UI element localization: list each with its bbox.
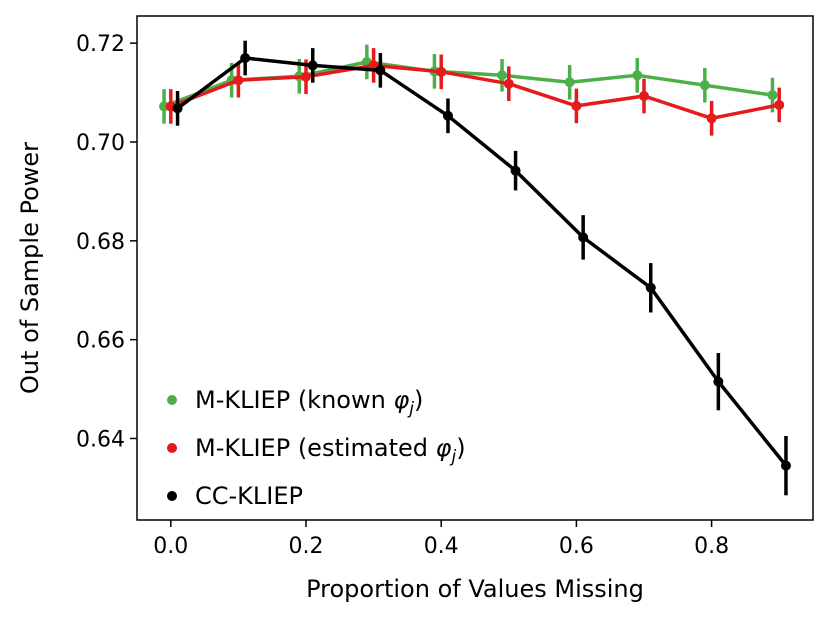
y-tick-label: 0.68 <box>76 230 125 255</box>
data-point <box>578 232 589 243</box>
legend-item-1: M-KLIEP (estimated φj) <box>167 434 466 467</box>
legend-item-0: M-KLIEP (known φj) <box>167 386 423 419</box>
data-point <box>240 53 251 63</box>
legend-marker <box>167 443 177 453</box>
data-point <box>375 65 386 76</box>
legend: M-KLIEP (known φj)M-KLIEP (estimated φj)… <box>167 386 466 510</box>
data-point <box>767 90 778 101</box>
data-point <box>510 165 521 176</box>
y-axis: 0.64 0.66 0.68 0.70 0.72 <box>76 32 137 452</box>
legend-marker <box>167 491 177 501</box>
data-point <box>780 460 791 471</box>
data-point <box>632 70 643 81</box>
x-axis-label: Proportion of Values Missing <box>306 575 644 603</box>
data-point <box>706 113 717 124</box>
data-point <box>442 110 453 121</box>
x-tick-label: 0.4 <box>424 534 459 559</box>
plot-frame <box>136 15 814 521</box>
y-axis-label: Out of Sample Power <box>16 142 44 394</box>
legend-label-symbol: φ <box>436 434 452 462</box>
data-point <box>307 60 318 71</box>
series-layer <box>159 40 791 496</box>
data-point <box>497 70 508 81</box>
y-tick-label: 0.66 <box>76 329 125 354</box>
data-point <box>645 282 656 293</box>
data-point <box>571 100 582 111</box>
x-tick-label: 0.0 <box>153 534 188 559</box>
legend-label-main: M-KLIEP (estimated <box>195 434 436 462</box>
data-point <box>699 80 710 91</box>
legend-marker <box>167 395 177 405</box>
data-point <box>713 376 724 387</box>
y-tick-label: 0.64 <box>76 427 125 452</box>
legend-label-main: CC-KLIEP <box>195 482 303 510</box>
data-point <box>233 75 244 86</box>
legend-label-symbol: φ <box>393 386 409 414</box>
legend-label-close: ) <box>456 434 465 462</box>
legend-label: M-KLIEP (known φj) <box>195 386 423 419</box>
series-2 <box>172 40 791 496</box>
x-tick-label: 0.6 <box>559 534 594 559</box>
y-tick-label: 0.70 <box>76 131 125 156</box>
data-point <box>436 66 447 77</box>
data-point <box>172 103 183 114</box>
plot-area <box>137 16 813 520</box>
series-line <box>170 63 780 121</box>
data-point <box>639 91 649 102</box>
x-tick-label: 0.8 <box>694 534 729 559</box>
legend-item-2: CC-KLIEP <box>167 482 303 510</box>
legend-label-close: ) <box>414 386 423 414</box>
x-axis: 0.0 0.2 0.4 0.6 0.8 <box>153 520 729 559</box>
data-point <box>564 77 575 88</box>
legend-label-subscript: j <box>450 447 457 467</box>
legend-label-main: M-KLIEP (known <box>195 386 393 414</box>
legend-label: CC-KLIEP <box>195 482 303 510</box>
data-point <box>301 71 311 82</box>
series-line <box>176 56 788 467</box>
legend-label: M-KLIEP (estimated φj) <box>195 434 466 467</box>
legend-label-subscript: j <box>407 399 414 419</box>
data-point <box>774 99 785 110</box>
y-tick-label: 0.72 <box>76 32 125 57</box>
x-tick-label: 0.2 <box>289 534 324 559</box>
data-point <box>503 78 514 89</box>
